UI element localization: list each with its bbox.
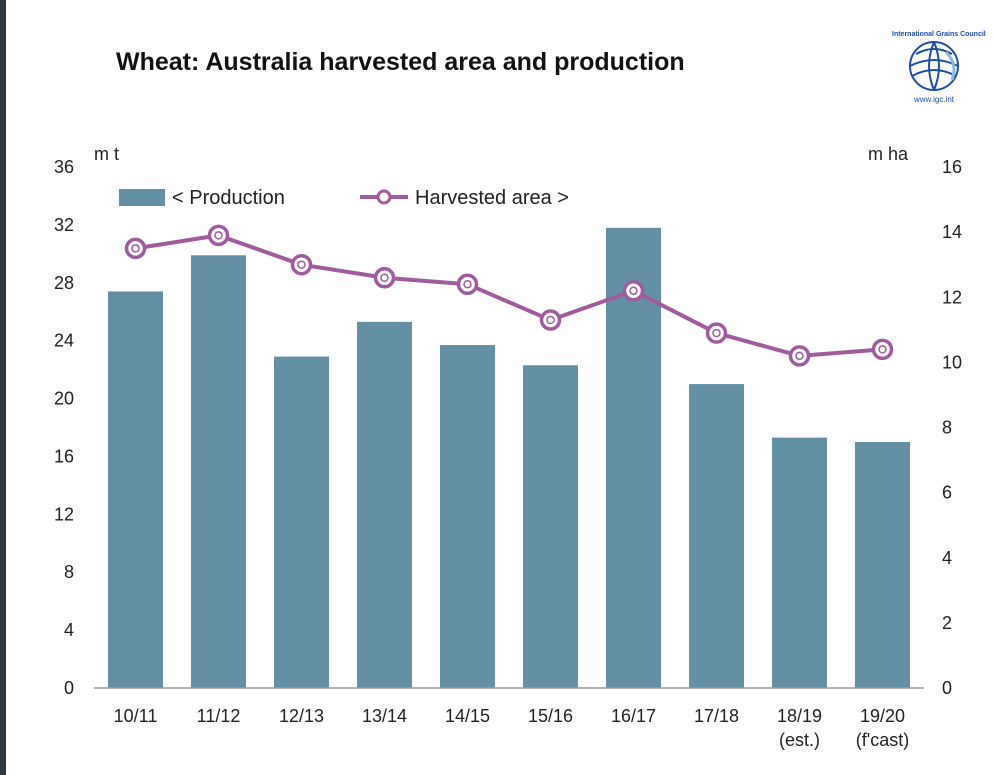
x-axis-tick-label: (f'cast) xyxy=(856,730,909,750)
right-axis-tick-label: 0 xyxy=(942,678,952,698)
harvested-area-point xyxy=(290,253,313,276)
x-axis-tick-label: 11/12 xyxy=(197,706,241,726)
harvested-area-series-line xyxy=(135,233,883,358)
harvested-area-point-inner xyxy=(463,279,472,289)
production-bar xyxy=(855,441,910,688)
right-y-axis-ticks: 0 2 4 6 8 10 12 14 16 xyxy=(942,157,962,698)
x-axis-tick-label: 16/17 xyxy=(611,706,656,726)
harvested-area-point xyxy=(871,338,894,361)
x-axis-tick-label: 19/20 xyxy=(860,706,905,726)
harvested-area-point-inner xyxy=(214,231,223,240)
legend-production-label: < Production xyxy=(172,187,285,209)
left-axis-tick-label: 24 xyxy=(54,331,74,351)
harvested-area-point xyxy=(373,266,396,289)
production-bars xyxy=(108,227,910,689)
harvested-area-point xyxy=(539,309,562,331)
legend-area-label: Harvested area > xyxy=(415,187,569,209)
harvested-area-point xyxy=(124,237,147,260)
x-axis-tick-label: 14/15 xyxy=(445,706,490,726)
harvested-area-point xyxy=(788,345,811,367)
logo-org-name: International Grains Council xyxy=(892,31,986,38)
left-axis-tick-label: 4 xyxy=(64,620,74,640)
left-axis-tick-label: 36 xyxy=(54,157,74,177)
left-axis-tick-label: 12 xyxy=(54,504,74,524)
globe-icon xyxy=(909,41,959,91)
harvested-area-point xyxy=(622,279,645,302)
left-axis-tick-label: 32 xyxy=(54,215,74,235)
harvested-area-point-inner xyxy=(546,315,555,325)
left-y-axis-ticks: 0 4 8 12 16 20 24 28 32 36 xyxy=(54,157,74,698)
legend-production-swatch xyxy=(119,189,165,206)
harvested-area-point-inner xyxy=(712,328,721,338)
harvested-area-point xyxy=(456,273,479,295)
x-axis-tick-label: 18/19 xyxy=(777,706,822,726)
right-axis-tick-label: 16 xyxy=(942,157,962,177)
x-axis-tick-label: 10/11 xyxy=(114,706,158,726)
legend-area-marker xyxy=(376,189,392,205)
right-axis-tick-label: 4 xyxy=(942,548,952,568)
x-axis-tick-label: (est.) xyxy=(779,730,820,750)
harvested-area-point-inner xyxy=(380,273,389,282)
harvested-area-point xyxy=(705,322,728,344)
igc-logo: International Grains Council www.igc.int xyxy=(892,31,986,104)
right-axis-tick-label: 6 xyxy=(942,483,952,503)
logo-url: www.igc.int xyxy=(913,95,955,104)
right-axis-tick-label: 10 xyxy=(942,352,962,372)
production-bar xyxy=(689,384,744,688)
harvested-area-point-inner xyxy=(795,351,804,361)
harvested-area-point-inner xyxy=(878,345,887,354)
production-bar xyxy=(274,356,329,688)
right-axis-tick-label: 12 xyxy=(942,287,962,307)
production-bar xyxy=(606,227,661,689)
right-axis-tick-label: 14 xyxy=(942,222,962,242)
harvested-area-line xyxy=(124,224,894,367)
x-axis-tick-label: 17/18 xyxy=(694,706,739,726)
left-axis-unit: m t xyxy=(94,144,119,164)
right-axis-tick-label: 2 xyxy=(942,613,952,633)
chart-panel: Wheat: Australia harvested area and prod… xyxy=(6,0,995,775)
right-axis-unit: m ha xyxy=(868,144,909,164)
left-axis-tick-label: 20 xyxy=(54,389,74,409)
harvested-area-point-inner xyxy=(629,286,638,295)
harvested-area-point-inner xyxy=(131,244,140,253)
production-bar xyxy=(523,365,578,688)
left-axis-tick-label: 16 xyxy=(54,446,74,466)
x-axis-tick-label: 13/14 xyxy=(362,706,407,726)
production-bar xyxy=(357,321,412,688)
harvested-area-point-inner xyxy=(297,260,306,269)
production-bar xyxy=(191,255,246,688)
production-bar xyxy=(440,345,495,688)
legend: < Production Harvested area > xyxy=(119,187,569,209)
x-axis-tick-label: 12/13 xyxy=(279,706,324,726)
left-axis-tick-label: 8 xyxy=(64,562,74,582)
chart-title: Wheat: Australia harvested area and prod… xyxy=(116,48,685,76)
left-axis-tick-label: 28 xyxy=(54,273,74,293)
right-axis-tick-label: 8 xyxy=(942,418,952,438)
production-bar xyxy=(772,437,827,688)
production-bar xyxy=(108,291,163,688)
x-axis-tick-label: 15/16 xyxy=(528,706,573,726)
harvested-area-point xyxy=(207,224,230,247)
left-axis-tick-label: 0 xyxy=(64,678,74,698)
chart-canvas: Wheat: Australia harvested area and prod… xyxy=(54,31,986,750)
x-axis-tick-labels: 10/11 11/12 12/13 13/14 14/15 15/16 16/17 17/18… xyxy=(114,706,910,750)
